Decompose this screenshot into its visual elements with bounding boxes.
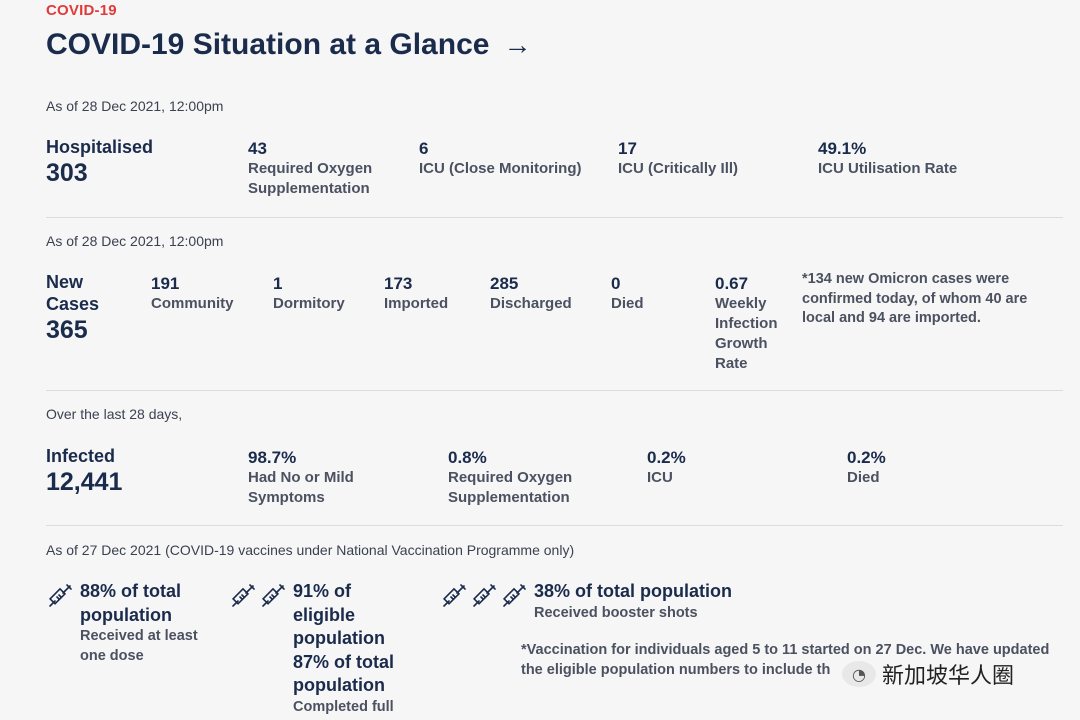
infected-headline: Infected 12,441 bbox=[46, 445, 122, 497]
stat-label: ICU bbox=[647, 469, 673, 486]
page-title: COVID-19 Situation at a Glance bbox=[46, 28, 490, 61]
stat-value: 98.7% bbox=[248, 448, 297, 467]
stat-imported: 173 Imported bbox=[384, 273, 484, 314]
vax-booster: 38% of total population Received booster… bbox=[440, 580, 794, 623]
divider bbox=[46, 390, 1063, 391]
new-cases-label-line2: Cases bbox=[46, 294, 100, 314]
stat-died: 0 Died bbox=[611, 273, 691, 314]
infected-total: 12,441 bbox=[46, 468, 123, 496]
stat-label: Discharged bbox=[490, 295, 572, 312]
hospital-asof: As of 28 Dec 2021, 12:00pm bbox=[46, 98, 224, 114]
stat-dormitory: 1 Dormitory bbox=[273, 273, 373, 314]
stat-icu-utilisation: 49.1% ICU Utilisation Rate bbox=[818, 138, 1018, 179]
stat-label: Died bbox=[847, 469, 880, 486]
vax-headline: 91% of eligible population 87% of total … bbox=[293, 581, 395, 695]
stat-label: Had No or Mild Symptoms bbox=[248, 469, 354, 506]
vax-one-dose: 88% of total population Received at leas… bbox=[46, 580, 210, 666]
stat-oxygen: 43 Required Oxygen Supplementation bbox=[248, 138, 398, 199]
stat-value: 191 bbox=[151, 274, 180, 293]
vax-full-dose: 91% of eligible population 87% of total … bbox=[229, 580, 405, 717]
stat-value: 17 bbox=[618, 139, 637, 158]
new-cases-total: 365 bbox=[46, 316, 88, 344]
vaccination-asof: As of 27 Dec 2021 (COVID-19 vaccines und… bbox=[46, 542, 575, 558]
syringe-icon bbox=[261, 584, 285, 607]
new-cases-label-line1: New bbox=[46, 272, 84, 292]
stat-value: 0.2% bbox=[847, 448, 886, 467]
hospitalised-total: 303 bbox=[46, 159, 88, 187]
hospitalised-label: Hospitalised bbox=[46, 137, 154, 157]
divider bbox=[46, 525, 1063, 526]
stat-label: ICU (Close Monitoring) bbox=[419, 160, 582, 177]
section-kicker: COVID-19 bbox=[46, 2, 117, 19]
stat-value: 1 bbox=[273, 274, 283, 293]
stat-value: 0.67 bbox=[715, 274, 749, 293]
watermark-text: 新加坡华人圈 bbox=[882, 664, 1015, 689]
watermark: ◔ 新加坡华人圈 bbox=[842, 658, 1014, 690]
syringe-icon bbox=[472, 584, 496, 607]
stat-value: 43 bbox=[248, 139, 267, 158]
vax-headline: 88% of total population bbox=[80, 581, 182, 625]
stat-label: Weekly Infection Growth Rate bbox=[715, 295, 778, 372]
stat-label: Required Oxygen Supplementation bbox=[248, 160, 373, 197]
stat-value: 49.1% bbox=[818, 139, 867, 158]
cases-asof: As of 28 Dec 2021, 12:00pm bbox=[46, 233, 224, 249]
vax-headline: 38% of total population bbox=[534, 581, 732, 601]
stat-label: Imported bbox=[384, 295, 449, 312]
stat-mild: 98.7% Had No or Mild Symptoms bbox=[248, 447, 398, 508]
stat-label: Dormitory bbox=[273, 295, 345, 312]
omicron-note: *134 new Omicron cases were confirmed to… bbox=[802, 271, 1028, 326]
vax-subtext: Received at least one dose bbox=[80, 628, 198, 664]
syringe-icon bbox=[442, 584, 466, 607]
stat-infected-oxygen: 0.8% Required Oxygen Supplementation bbox=[448, 447, 598, 508]
stat-infected-icu: 0.2% ICU bbox=[647, 447, 797, 488]
vax-subtext: Received booster shots bbox=[534, 604, 698, 621]
stat-icu-critical: 17 ICU (Critically Ill) bbox=[618, 138, 798, 179]
stat-label: Community bbox=[151, 295, 234, 312]
stat-value: 285 bbox=[490, 274, 519, 293]
stat-community: 191 Community bbox=[151, 273, 261, 314]
syringe-icon bbox=[502, 584, 526, 607]
infected-asof: Over the last 28 days, bbox=[46, 406, 183, 422]
stat-infected-died: 0.2% Died bbox=[847, 447, 997, 488]
syringe-icon bbox=[48, 584, 72, 607]
syringe-icon bbox=[231, 584, 255, 607]
stat-growth-rate: 0.67 Weekly Infection Growth Rate bbox=[715, 273, 793, 374]
stat-value: 0 bbox=[611, 274, 621, 293]
stat-label: Died bbox=[611, 295, 644, 312]
stat-icu-close: 6 ICU (Close Monitoring) bbox=[419, 138, 609, 179]
stat-label: Required Oxygen Supplementation bbox=[448, 469, 573, 506]
page-title-link[interactable]: COVID-19 Situation at a Glance → bbox=[46, 28, 531, 62]
stat-value: 6 bbox=[419, 139, 429, 158]
infected-label: Infected bbox=[46, 446, 116, 466]
divider bbox=[46, 217, 1063, 218]
new-cases-headline: New Cases 365 bbox=[46, 271, 99, 345]
stat-label: ICU (Critically Ill) bbox=[618, 160, 739, 177]
stat-label: ICU Utilisation Rate bbox=[818, 160, 958, 177]
stat-value: 0.2% bbox=[647, 448, 686, 467]
stat-value: 173 bbox=[384, 274, 413, 293]
arrow-right-icon: → bbox=[503, 29, 532, 60]
hospitalised-headline: Hospitalised 303 bbox=[46, 136, 153, 188]
vaccination-note: *Vaccination for individuals aged 5 to 1… bbox=[521, 642, 1050, 678]
vax-subtext: Completed full bbox=[293, 698, 394, 715]
stat-discharged: 285 Discharged bbox=[490, 273, 600, 314]
wechat-icon: ◔ bbox=[842, 661, 876, 687]
stat-value: 0.8% bbox=[448, 448, 487, 467]
